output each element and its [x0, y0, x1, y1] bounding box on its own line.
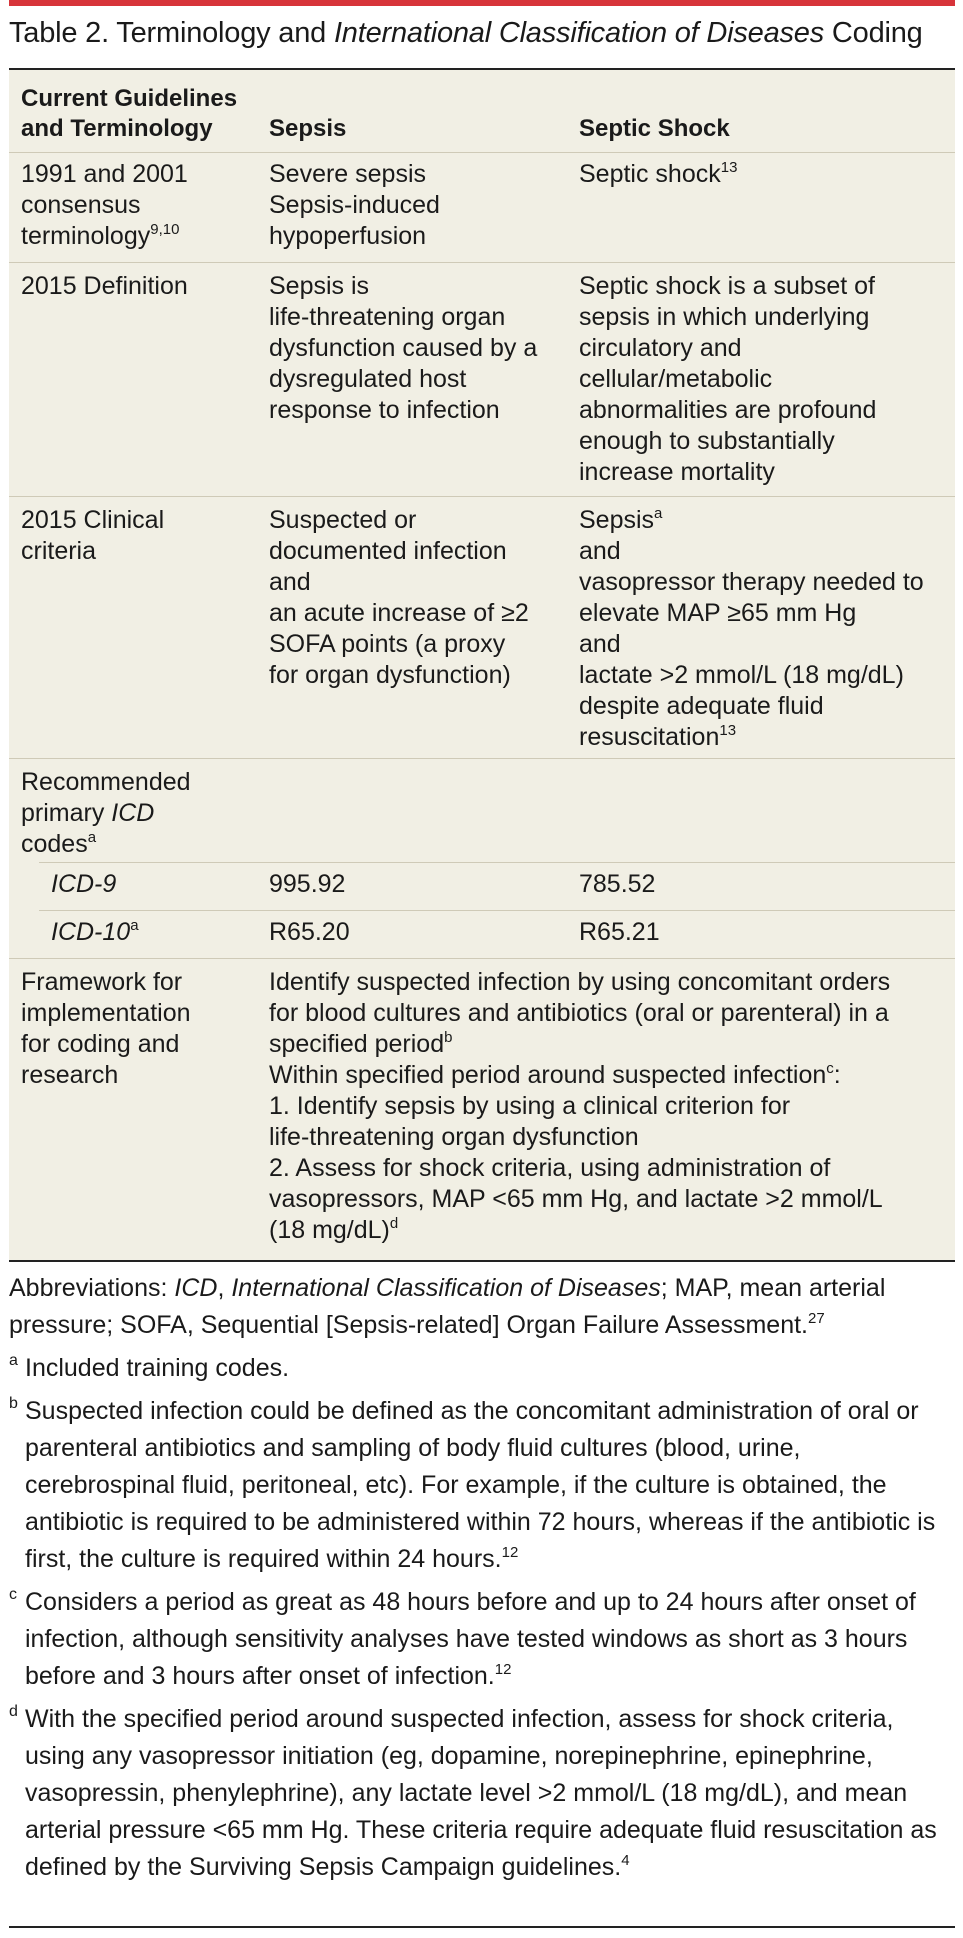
footnote-d: d With the specified period around suspec… [9, 1701, 955, 1886]
icd10-shock: R65.21 [579, 918, 660, 946]
footnote-a-marker: a [9, 1352, 18, 1369]
criteria-shock-line-1-ref: a [654, 505, 663, 522]
table-footnotes: Abbreviations: ICD, International Classi… [9, 1270, 955, 1892]
footnote-b-marker: b [9, 1395, 18, 1412]
table-row-consensus: 1991 and 2001 consensus terminology9,10 … [9, 152, 955, 253]
icd-label-line-3: codes [21, 830, 88, 858]
consensus-label-text: 1991 and 2001 consensus terminology [21, 160, 188, 250]
abbreviations-icd-full: International Classification of Diseases [231, 1274, 661, 1302]
criteria-label: 2015 Clinical criteria [21, 506, 165, 565]
icd10-label-ref: a [130, 917, 139, 934]
criteria-shock-rest: and vasopressor therapy needed to elevat… [579, 537, 924, 751]
definition-shock: Septic shock is a subset of sepsis in wh… [579, 272, 877, 486]
table-row-icd9: ICD-9 995.92 785.52 [39, 862, 955, 905]
table-row-definition: 2015 Definition Sepsis is life-threateni… [9, 262, 955, 489]
criteria-sepsis: Suspected or documented infection and an… [269, 506, 529, 689]
framework-text-2-colon: : [833, 1061, 841, 1089]
footnote-a: a Included training codes. [9, 1350, 955, 1387]
footnote-a-text: Included training codes. [25, 1354, 290, 1382]
abbreviations-sep: , [217, 1274, 232, 1302]
table-row-criteria: 2015 Clinical criteria Suspected or docu… [9, 496, 955, 761]
framework-text-3-ref: d [389, 1215, 399, 1232]
header-sepsis: Sepsis [269, 115, 347, 142]
abbreviations-prefix: Abbreviations: [9, 1274, 175, 1302]
footnote-b-ref: 12 [501, 1544, 519, 1561]
framework-text-1-ref: b [444, 1029, 453, 1046]
icd10-label-text: ICD-10 [51, 918, 131, 946]
consensus-sepsis: Severe sepsis Sepsis-induced hypoperfusi… [269, 160, 440, 250]
footnote-d-ref: 4 [621, 1852, 630, 1869]
footnote-c-text: Considers a period as great as 48 hours … [25, 1588, 916, 1690]
icd-label-line-2b: ICD [111, 799, 155, 827]
consensus-shock-text: Septic shock [579, 160, 721, 188]
consensus-label: 1991 and 2001 consensus terminology9,10 [21, 159, 246, 252]
table-row-framework: Framework for implementation for coding … [9, 958, 955, 1259]
accent-bar [9, 0, 955, 6]
title-part-1: Table 2. Terminology and [9, 17, 334, 49]
abbreviations-ref: 27 [808, 1310, 825, 1327]
table-title: Table 2. Terminology and International C… [9, 12, 955, 54]
framework-text: Identify suspected infection by using co… [269, 967, 949, 1246]
framework-text-1: Identify suspected infection by using co… [269, 968, 891, 1058]
definition-sepsis: Sepsis is life-threatening organ dysfunc… [269, 272, 538, 424]
icd-label: Recommended primary ICD codesa [21, 767, 246, 860]
consensus-shock-ref: 13 [720, 159, 738, 176]
consensus-label-ref: 9,10 [150, 221, 180, 238]
icd9-sepsis: 995.92 [269, 870, 346, 898]
footnote-c-marker: c [9, 1586, 17, 1603]
title-part-2: International Classification of Diseases [333, 17, 825, 49]
table-row-icd: Recommended primary ICD codesa [9, 758, 955, 859]
icd10-label: ICD-10a [51, 917, 139, 948]
footnote-b: b Suspected infection could be defined as… [9, 1393, 955, 1578]
header-guidelines-line-2: and Terminology [21, 115, 213, 142]
definition-label: 2015 Definition [21, 272, 188, 300]
criteria-shock: Sepsisa and vasopressor therapy needed t… [579, 505, 951, 753]
icd-label-line-1: Recommended [21, 768, 191, 796]
abbreviations-icd: ICD [174, 1274, 218, 1302]
icd10-sepsis: R65.20 [269, 918, 350, 946]
table-header-row: Current Guidelines and Terminology Sepsi… [9, 84, 955, 142]
abbreviations-note: Abbreviations: ICD, International Classi… [9, 1270, 955, 1344]
icd-label-ref: a [87, 829, 97, 846]
criteria-shock-ref: 13 [719, 722, 737, 739]
framework-text-2-ref: c [826, 1060, 834, 1077]
icd9-shock: 785.52 [579, 870, 656, 898]
consensus-shock: Septic shock13 [579, 159, 951, 190]
framework-label: Framework for implementation for coding … [21, 968, 191, 1089]
footnote-c-ref: 12 [494, 1661, 512, 1678]
framework-text-3: 1. Identify sepsis by using a clinical c… [269, 1092, 883, 1244]
footnote-d-marker: d [9, 1703, 18, 1720]
header-guidelines-line-1: Current Guidelines [21, 85, 238, 112]
terminology-table: Current Guidelines and Terminology Sepsi… [9, 68, 955, 1262]
bottom-rule [9, 1926, 955, 1928]
title-part-3: Coding [824, 17, 923, 49]
icd-label-line-2a: primary [21, 799, 112, 827]
framework-text-2: Within specified period around suspected… [269, 1061, 827, 1089]
footnote-b-text: Suspected infection could be defined as … [25, 1397, 936, 1573]
header-septic-shock: Septic Shock [579, 115, 730, 142]
footnote-d-text: With the specified period around suspect… [25, 1705, 937, 1881]
icd9-label: ICD-9 [51, 870, 117, 898]
table-row-icd10: ICD-10a R65.20 R65.21 [39, 910, 955, 953]
header-guidelines: Current Guidelines and Terminology [21, 84, 246, 144]
footnote-c: c Considers a period as great as 48 hours… [9, 1584, 955, 1695]
criteria-shock-line-1: Sepsis [579, 506, 655, 534]
abbreviations-rest: ; MAP, mean arterial pressure; SOFA, Seq… [9, 1274, 886, 1339]
